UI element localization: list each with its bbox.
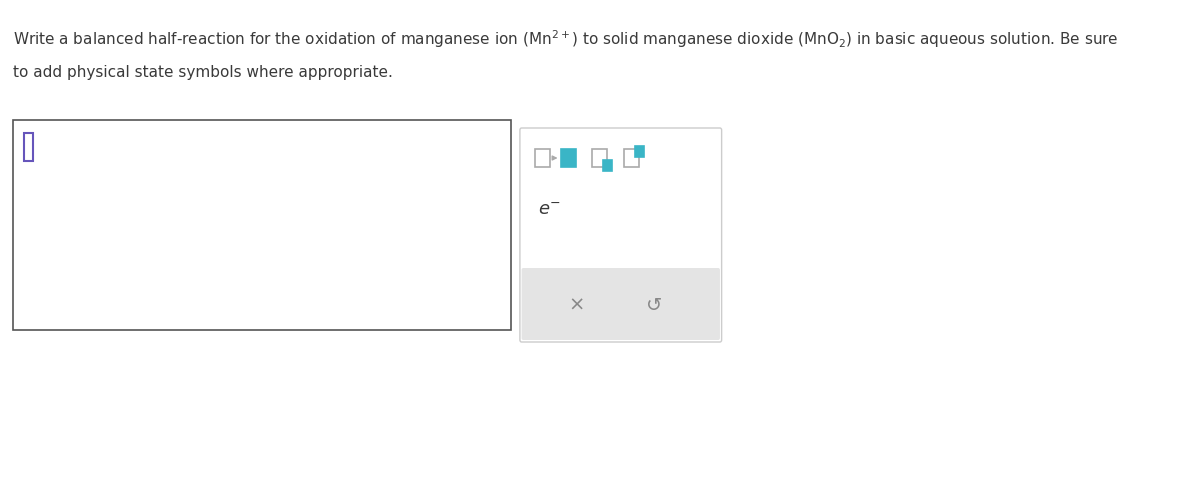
Text: ×: ×	[569, 295, 584, 315]
Text: Write a balanced half-reaction for the oxidation of manganese ion $\left(\mathrm: Write a balanced half-reaction for the o…	[13, 28, 1118, 49]
Bar	[562, 149, 576, 167]
FancyBboxPatch shape	[522, 268, 720, 340]
Bar	[624, 149, 638, 167]
Bar	[24, 133, 32, 161]
Bar	[13, 120, 511, 330]
Bar	[604, 160, 612, 171]
Text: $e^{-}$: $e^{-}$	[538, 201, 560, 219]
Text: to add physical state symbols where appropriate.: to add physical state symbols where appr…	[13, 65, 392, 80]
FancyBboxPatch shape	[520, 128, 721, 342]
Text: ↺: ↺	[646, 295, 662, 315]
Bar	[635, 146, 644, 156]
Bar	[523, 270, 719, 338]
Bar	[592, 149, 607, 167]
Bar	[535, 149, 551, 167]
